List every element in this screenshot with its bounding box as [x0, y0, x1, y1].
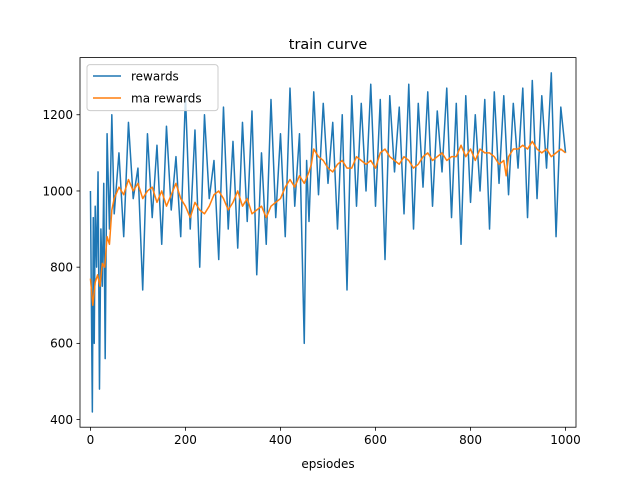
x-tick-label: 1000 — [550, 433, 581, 447]
series-line-rewards — [89, 72, 567, 413]
x-tick-label: 0 — [87, 433, 95, 447]
legend-label-rewards: rewards — [131, 70, 179, 84]
legend: rewards ma rewards — [86, 64, 219, 112]
legend-label-ma-rewards: ma rewards — [131, 92, 202, 106]
plot-frame — [79, 57, 577, 428]
x-tick-label: 600 — [364, 433, 387, 447]
x-axis-label: epsiodes — [301, 457, 354, 471]
y-tick-label: 600 — [50, 337, 73, 351]
y-tick-label: 400 — [50, 413, 73, 427]
x-tick-label: 800 — [459, 433, 482, 447]
y-tick-label: 1200 — [42, 108, 73, 122]
x-tick-label: 400 — [269, 433, 292, 447]
y-axis: 400 600 800 1000 1200 — [42, 108, 80, 427]
x-tick-label: 200 — [174, 433, 197, 447]
y-tick-label: 1000 — [42, 184, 73, 198]
chart-title: train curve — [289, 37, 368, 53]
plot-area — [79, 57, 577, 428]
series-line-ma-rewards — [89, 140, 567, 307]
x-axis: 0 200 400 600 800 1000 — [87, 427, 581, 447]
y-tick-label: 800 — [50, 260, 73, 274]
series-layer — [89, 72, 567, 413]
